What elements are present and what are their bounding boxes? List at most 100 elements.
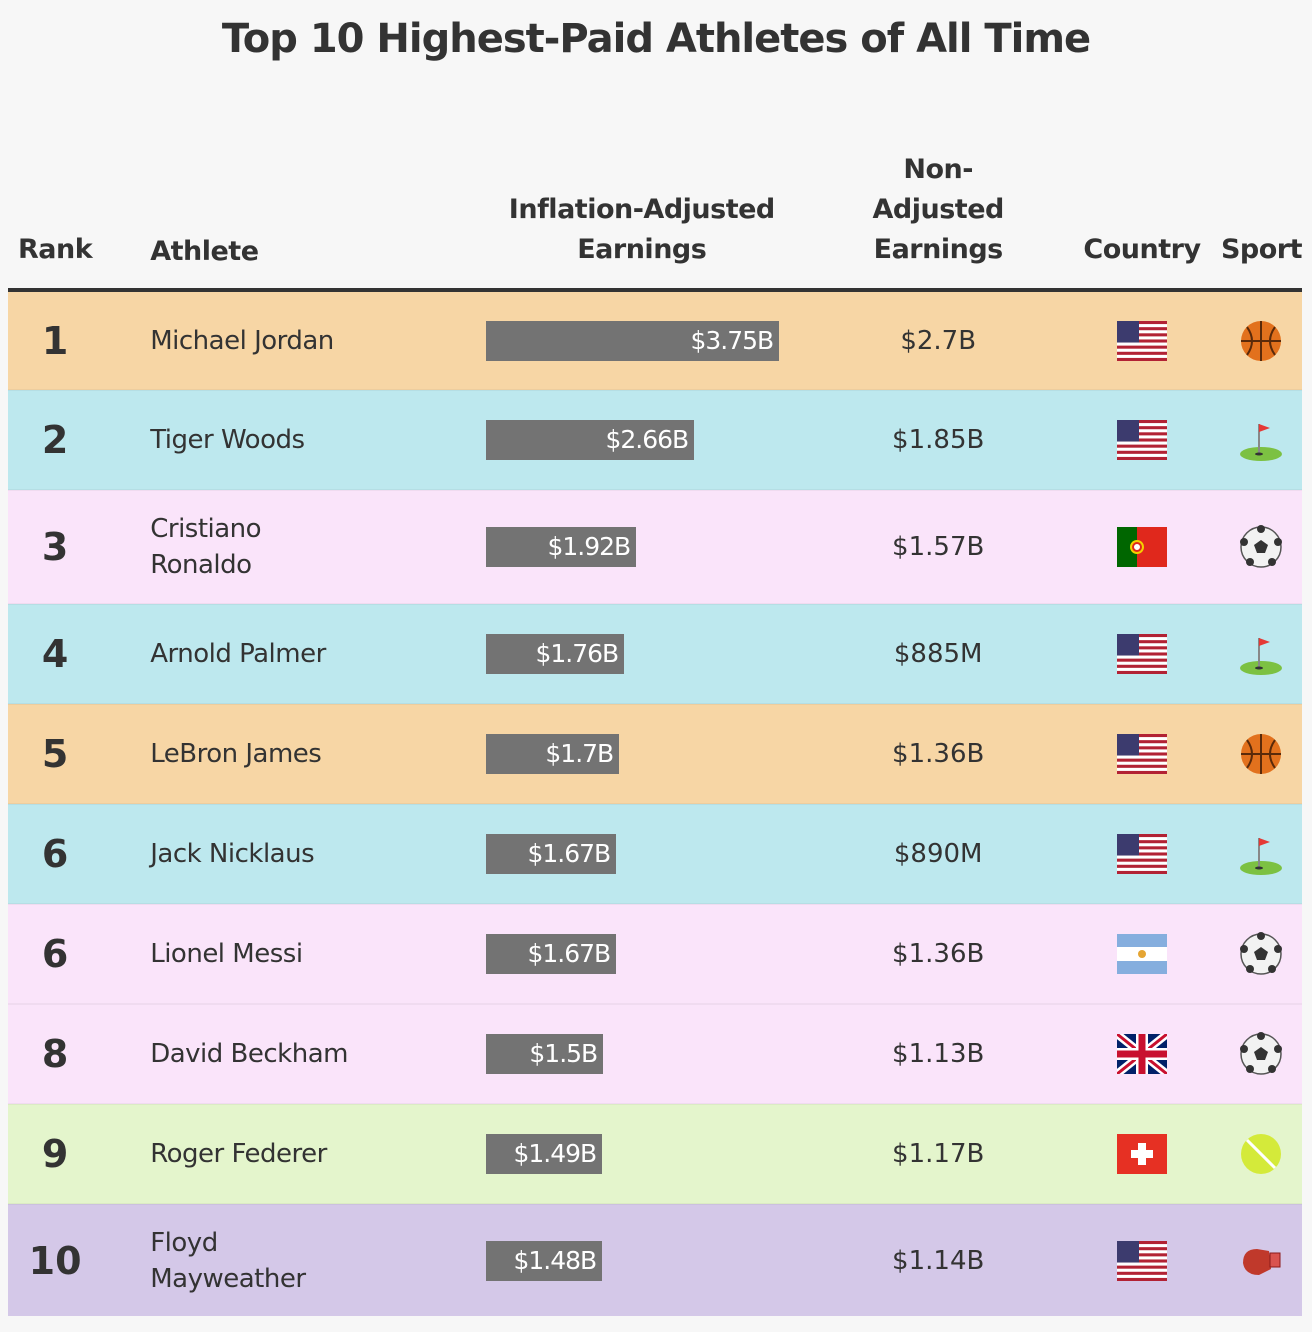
athlete-name: Floyd Mayweather: [102, 1203, 451, 1316]
basketball-icon: [1241, 734, 1282, 774]
header-non-adjusted[interactable]: Non-Adjusted Earnings: [813, 150, 1064, 292]
flag-us-icon: [1117, 634, 1167, 674]
golf-icon: [1240, 638, 1283, 675]
flag-us-icon: [1117, 320, 1167, 361]
athlete-name-text: Roger Federer: [150, 1139, 327, 1169]
inflation-bar: $1.67B: [486, 934, 617, 974]
non-adjusted-cell: $1.36B: [813, 903, 1064, 1004]
flag-us-icon: [1117, 1240, 1167, 1281]
non-adjusted-cell: $1.13B: [813, 1003, 1064, 1104]
sport-cell: [1220, 603, 1302, 704]
country-cell: [1063, 603, 1221, 704]
golf-icon: [1240, 424, 1283, 461]
table-row: 5 LeBron James $1.7B $1.36B: [8, 703, 1302, 804]
non-adjusted-cell: $1.85B: [813, 389, 1064, 490]
inflation-bar: $3.75B: [486, 320, 780, 361]
soccer-icon: [1240, 1032, 1283, 1075]
header-athlete[interactable]: Athlete: [102, 150, 451, 292]
athlete-name: Tiger Woods: [102, 389, 451, 490]
inflation-bar: $1.76B: [486, 634, 625, 674]
athletes-table: Rank Athlete Inflation-Adjusted Earnings…: [8, 150, 1303, 1316]
athlete-name-text: Lionel Messi: [150, 939, 303, 969]
non-adjusted-cell: $1.17B: [813, 1103, 1064, 1204]
header-sport[interactable]: Sport: [1220, 150, 1303, 292]
rank-cell: 8: [8, 1003, 103, 1104]
country-cell: [1063, 489, 1221, 604]
non-adjusted-cell: $890M: [813, 803, 1064, 904]
inflation-cell: $1.76B: [450, 603, 814, 704]
flag-ch-icon: [1117, 1134, 1167, 1174]
table-row: 6 Jack Nicklaus $1.67B $890M: [8, 803, 1302, 904]
country-cell: [1063, 1203, 1221, 1316]
table-row: 4 Arnold Palmer $1.76B $885M: [8, 603, 1302, 704]
boxing-icon: [1243, 1248, 1281, 1275]
flag-ar-icon: [1117, 934, 1167, 974]
inflation-cell: $3.75B: [450, 289, 814, 390]
country-cell: [1063, 803, 1221, 904]
chart-title: Top 10 Highest-Paid Athletes of All Time: [221, 16, 1091, 62]
rank-cell: 2: [8, 389, 103, 490]
inflation-cell: $1.7B: [450, 703, 814, 804]
table-row: 1 Michael Jordan $3.75B $2.7B: [8, 289, 1302, 390]
rank-cell: 3: [8, 489, 103, 604]
athlete-name-text: Floyd Mayweather: [150, 1227, 306, 1294]
non-adjusted-cell: $2.7B: [813, 289, 1064, 390]
header-rank[interactable]: Rank: [8, 150, 103, 292]
rank-cell: 4: [8, 603, 103, 704]
flag-us-icon: [1117, 834, 1167, 874]
athlete-name: Lionel Messi: [102, 903, 451, 1004]
athlete-name-text: Tiger Woods: [150, 425, 305, 455]
athlete-name: Michael Jordan: [102, 289, 451, 390]
sport-cell: [1220, 1103, 1302, 1204]
non-adjusted-cell: $1.57B: [813, 489, 1064, 604]
country-cell: [1063, 1003, 1221, 1104]
inflation-bar: $1.5B: [486, 1034, 604, 1074]
header-inflation[interactable]: Inflation-Adjusted Earnings: [450, 150, 814, 292]
inflation-cell: $1.5B: [450, 1003, 814, 1104]
tennis-icon: [1241, 1134, 1282, 1174]
rank-cell: 5: [8, 703, 103, 804]
sport-cell: [1220, 703, 1302, 804]
athlete-name-text: Jack Nicklaus: [150, 839, 315, 869]
athlete-name: Roger Federer: [102, 1103, 451, 1204]
inflation-bar: $1.7B: [486, 734, 620, 774]
golf-icon: [1240, 838, 1283, 875]
table-row: 10 Floyd Mayweather $1.48B $1.14B: [8, 1203, 1302, 1316]
sport-cell: [1220, 289, 1302, 390]
soccer-icon: [1240, 932, 1283, 975]
rank-cell: 6: [8, 803, 103, 904]
rank-cell: 1: [8, 289, 103, 390]
inflation-cell: $2.66B: [450, 389, 814, 490]
non-adjusted-cell: $1.36B: [813, 703, 1064, 804]
sport-cell: [1220, 803, 1302, 904]
table-row: 9 Roger Federer $1.49B $1.17B: [8, 1103, 1302, 1204]
athlete-name-text: Arnold Palmer: [150, 639, 326, 669]
athlete-name-text: Michael Jordan: [150, 325, 334, 356]
non-adjusted-cell: $885M: [813, 603, 1064, 704]
country-cell: [1063, 703, 1221, 804]
inflation-bar: $1.67B: [486, 834, 617, 874]
rank-cell: 6: [8, 903, 103, 1004]
header-row: Rank Athlete Inflation-Adjusted Earnings…: [8, 150, 1303, 292]
athlete-name: Jack Nicklaus: [102, 803, 451, 904]
country-cell: [1063, 1103, 1221, 1204]
athlete-name-text: LeBron James: [150, 739, 322, 769]
inflation-bar: $1.92B: [486, 527, 637, 567]
country-cell: [1063, 389, 1221, 490]
table-row: 8 David Beckham $1.5B $1.13B: [8, 1003, 1302, 1104]
sport-cell: [1220, 1203, 1302, 1316]
header-country[interactable]: Country: [1063, 150, 1221, 292]
athlete-name-text: Cristiano Ronaldo: [150, 514, 262, 580]
country-cell: [1063, 903, 1221, 1004]
sport-cell: [1220, 389, 1302, 490]
athlete-name: LeBron James: [102, 703, 451, 804]
flag-pt-icon: [1117, 527, 1167, 567]
basketball-icon: [1241, 320, 1282, 361]
inflation-cell: $1.67B: [450, 903, 814, 1004]
inflation-cell: $1.67B: [450, 803, 814, 904]
athlete-name-text: David Beckham: [150, 1039, 348, 1069]
non-adjusted-cell: $1.14B: [813, 1203, 1064, 1316]
table-row: 6 Lionel Messi $1.67B $1.36B: [8, 903, 1302, 1004]
inflation-bar: $1.48B: [486, 1240, 603, 1281]
